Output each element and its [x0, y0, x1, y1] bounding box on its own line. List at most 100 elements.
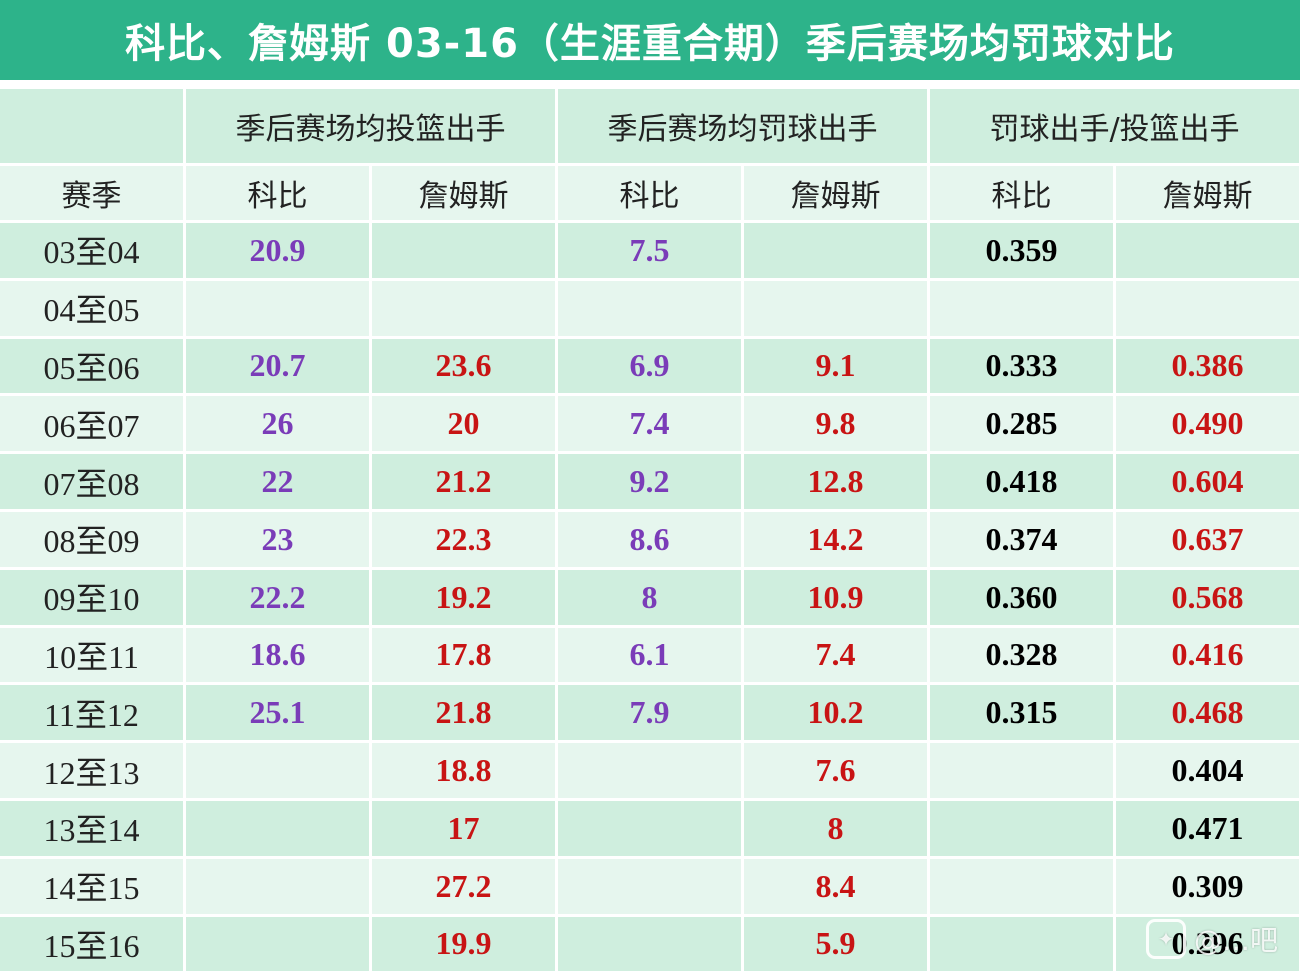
kobe-shots-cell: 26 — [186, 396, 369, 452]
table-row: 09至10 22.2 19.2 8 10.9 0.360 0.568 — [0, 569, 1300, 625]
james-ratio-cell: 0.604 — [1116, 454, 1300, 509]
season-cell: 12至13 — [0, 743, 183, 798]
table-row: 04至05 — [0, 280, 1300, 336]
james-ft-cell: 8.4 — [744, 858, 927, 914]
table-row: 08至09 23 22.3 8.6 14.2 0.374 0.637 — [0, 511, 1300, 567]
header-kobe-ft: 科比 — [558, 166, 741, 220]
kobe-shots-cell — [186, 280, 369, 336]
james-shots-cell: 20 — [372, 396, 555, 452]
james-shots-cell: 19.2 — [372, 569, 555, 625]
kobe-ft-cell: 8.6 — [558, 511, 741, 567]
james-ratio-cell: 0.468 — [1116, 685, 1300, 741]
james-shots-cell: 23.6 — [372, 338, 555, 394]
kobe-ratio-cell: 0.359 — [930, 223, 1113, 278]
kobe-shots-cell: 22.2 — [186, 569, 369, 625]
kobe-shots-cell — [186, 858, 369, 914]
kobe-ratio-cell — [930, 800, 1113, 856]
header-group-free-throws: 季后赛场均罚球出手 — [558, 89, 927, 163]
james-ft-cell: 5.9 — [744, 916, 927, 972]
header-james-ft: 詹姆斯 — [744, 166, 927, 220]
kobe-ratio-cell: 0.418 — [930, 454, 1113, 509]
table-row: 13至14 17 8 0.471 — [0, 800, 1300, 856]
season-cell: 11至12 — [0, 685, 183, 741]
table-row: 06至07 26 20 7.4 9.8 0.285 0.490 — [0, 396, 1300, 452]
james-ratio-cell — [1116, 223, 1300, 278]
season-cell: 15至16 — [0, 916, 183, 972]
page-title: 科比、詹姆斯 03-16（生涯重合期）季后赛场均罚球对比 — [0, 0, 1300, 80]
kobe-shots-cell: 20.9 — [186, 223, 369, 278]
watermark: ✦ @…吧 — [1145, 919, 1278, 959]
james-ft-cell: 7.4 — [744, 627, 927, 683]
watermark-text: @…吧 — [1193, 924, 1278, 957]
james-ratio-cell: 0.471 — [1116, 800, 1300, 856]
james-ft-cell: 9.8 — [744, 396, 927, 452]
kobe-ft-cell: 6.9 — [558, 338, 741, 394]
table-row: 07至08 22 21.2 9.2 12.8 0.418 0.604 — [0, 454, 1300, 509]
kobe-ratio-cell: 0.285 — [930, 396, 1113, 452]
table-row: 03至04 20.9 7.5 0.359 — [0, 223, 1300, 278]
kobe-ft-cell: 7.4 — [558, 396, 741, 452]
james-ratio-cell: 0.309 — [1116, 858, 1300, 914]
kobe-ratio-cell: 0.360 — [930, 569, 1113, 625]
header-corner-cell — [0, 89, 183, 163]
james-ft-cell — [744, 223, 927, 278]
header-sub-row: 赛季 科比 詹姆斯 科比 詹姆斯 科比 詹姆斯 — [0, 166, 1300, 220]
james-ft-cell: 10.2 — [744, 685, 927, 741]
james-ratio-cell: 0.568 — [1116, 569, 1300, 625]
james-shots-cell: 22.3 — [372, 511, 555, 567]
james-ft-cell: 12.8 — [744, 454, 927, 509]
header-group-row: 季后赛场均投篮出手 季后赛场均罚球出手 罚球出手/投篮出手 — [0, 89, 1300, 163]
header-james-ratio: 詹姆斯 — [1116, 166, 1300, 220]
james-ratio-cell: 0.386 — [1116, 338, 1300, 394]
kobe-ft-cell — [558, 858, 741, 914]
comparison-table: 季后赛场均投篮出手 季后赛场均罚球出手 罚球出手/投篮出手 赛季 科比 詹姆斯 … — [0, 86, 1300, 974]
kobe-ft-cell: 8 — [558, 569, 741, 625]
james-shots-cell: 21.8 — [372, 685, 555, 741]
kobe-ratio-cell — [930, 916, 1113, 972]
table-row: 15至16 19.9 5.9 0.296 — [0, 916, 1300, 972]
kobe-ft-cell — [558, 800, 741, 856]
kobe-ratio-cell: 0.328 — [930, 627, 1113, 683]
tieba-paw-icon: ✦ — [1145, 919, 1186, 959]
kobe-shots-cell: 25.1 — [186, 685, 369, 741]
kobe-ft-cell: 9.2 — [558, 454, 741, 509]
james-ratio-cell: 0.416 — [1116, 627, 1300, 683]
season-cell: 05至06 — [0, 338, 183, 394]
james-shots-cell — [372, 280, 555, 336]
james-ft-cell: 10.9 — [744, 569, 927, 625]
james-ratio-cell: 0.490 — [1116, 396, 1300, 452]
table-row: 14至15 27.2 8.4 0.309 — [0, 858, 1300, 914]
james-ft-cell: 9.1 — [744, 338, 927, 394]
james-shots-cell: 21.2 — [372, 454, 555, 509]
kobe-ft-cell — [558, 280, 741, 336]
header-kobe-shots: 科比 — [186, 166, 369, 220]
header-group-shots: 季后赛场均投篮出手 — [186, 89, 555, 163]
james-ft-cell: 7.6 — [744, 743, 927, 798]
header-group-ratio: 罚球出手/投篮出手 — [930, 89, 1300, 163]
season-cell: 10至11 — [0, 627, 183, 683]
season-cell: 13至14 — [0, 800, 183, 856]
table-row: 11至12 25.1 21.8 7.9 10.2 0.315 0.468 — [0, 685, 1300, 741]
kobe-ratio-cell — [930, 743, 1113, 798]
kobe-ft-cell — [558, 743, 741, 798]
kobe-ratio-cell — [930, 280, 1113, 336]
james-ratio-cell: 0.637 — [1116, 511, 1300, 567]
header-kobe-ratio: 科比 — [930, 166, 1113, 220]
season-cell: 07至08 — [0, 454, 183, 509]
james-ratio-cell: 0.404 — [1116, 743, 1300, 798]
table-row: 05至06 20.7 23.6 6.9 9.1 0.333 0.386 — [0, 338, 1300, 394]
james-shots-cell: 27.2 — [372, 858, 555, 914]
comparison-table-container: 季后赛场均投篮出手 季后赛场均罚球出手 罚球出手/投篮出手 赛季 科比 詹姆斯 … — [0, 86, 1300, 975]
season-cell: 04至05 — [0, 280, 183, 336]
kobe-ratio-cell: 0.333 — [930, 338, 1113, 394]
kobe-shots-cell: 23 — [186, 511, 369, 567]
season-cell: 03至04 — [0, 223, 183, 278]
kobe-ratio-cell: 0.315 — [930, 685, 1113, 741]
header-season: 赛季 — [0, 166, 183, 220]
james-ft-cell: 8 — [744, 800, 927, 856]
james-shots-cell: 17.8 — [372, 627, 555, 683]
table-row: 12至13 18.8 7.6 0.404 — [0, 743, 1300, 798]
james-shots-cell: 17 — [372, 800, 555, 856]
james-shots-cell — [372, 223, 555, 278]
james-ft-cell: 14.2 — [744, 511, 927, 567]
